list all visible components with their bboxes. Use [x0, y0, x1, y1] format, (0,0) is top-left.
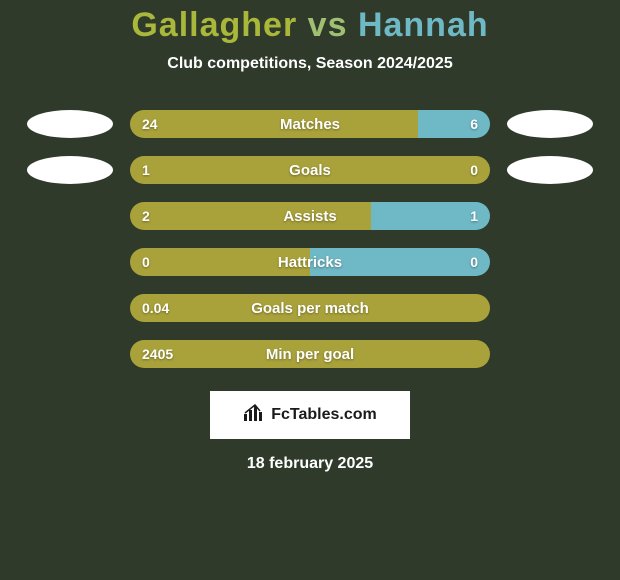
- stat-bar: Goals10: [130, 156, 490, 184]
- left-avatar-slot: [24, 156, 116, 184]
- player-b-avatar: [507, 110, 593, 138]
- stat-row: Goals10: [0, 147, 620, 193]
- brand-text: FcTables.com: [271, 406, 377, 424]
- left-segment: [130, 248, 310, 276]
- left-avatar-slot: [24, 110, 116, 138]
- stat-bar: Min per goal2405: [130, 340, 490, 368]
- player-a-avatar: [27, 110, 113, 138]
- page-title: Gallagher vs Hannah: [0, 6, 620, 45]
- stat-bar: Hattricks00: [130, 248, 490, 276]
- right-segment: [310, 248, 490, 276]
- player-b-name: Hannah: [358, 6, 489, 44]
- player-b-avatar: [507, 156, 593, 184]
- comparison-card: Gallagher vs Hannah Club competitions, S…: [0, 0, 620, 580]
- left-segment: [130, 156, 490, 184]
- right-avatar-slot: [504, 156, 596, 184]
- left-segment: [130, 110, 418, 138]
- stat-bar: Matches246: [130, 110, 490, 138]
- stat-row: Goals per match0.04: [0, 285, 620, 331]
- brand-badge[interactable]: FcTables.com: [210, 391, 410, 439]
- subtitle: Club competitions, Season 2024/2025: [0, 55, 620, 73]
- stat-row: Min per goal2405: [0, 331, 620, 377]
- stats-list: Matches246 Goals10 Assists21 Hattricks00 Goa…: [0, 101, 620, 377]
- stat-row: Assists21: [0, 193, 620, 239]
- player-a-name: Gallagher: [131, 6, 297, 44]
- player-a-avatar: [27, 156, 113, 184]
- stat-row: Matches246: [0, 101, 620, 147]
- date-text: 18 february 2025: [0, 455, 620, 473]
- left-segment: [130, 202, 371, 230]
- right-segment: [418, 110, 490, 138]
- right-segment: [371, 202, 490, 230]
- stat-bar: Assists21: [130, 202, 490, 230]
- left-segment: [130, 340, 490, 368]
- vs-label: vs: [308, 6, 348, 44]
- stat-row: Hattricks00: [0, 239, 620, 285]
- right-avatar-slot: [504, 110, 596, 138]
- chart-bars-icon: [243, 404, 265, 427]
- stat-bar: Goals per match0.04: [130, 294, 490, 322]
- left-segment: [130, 294, 490, 322]
